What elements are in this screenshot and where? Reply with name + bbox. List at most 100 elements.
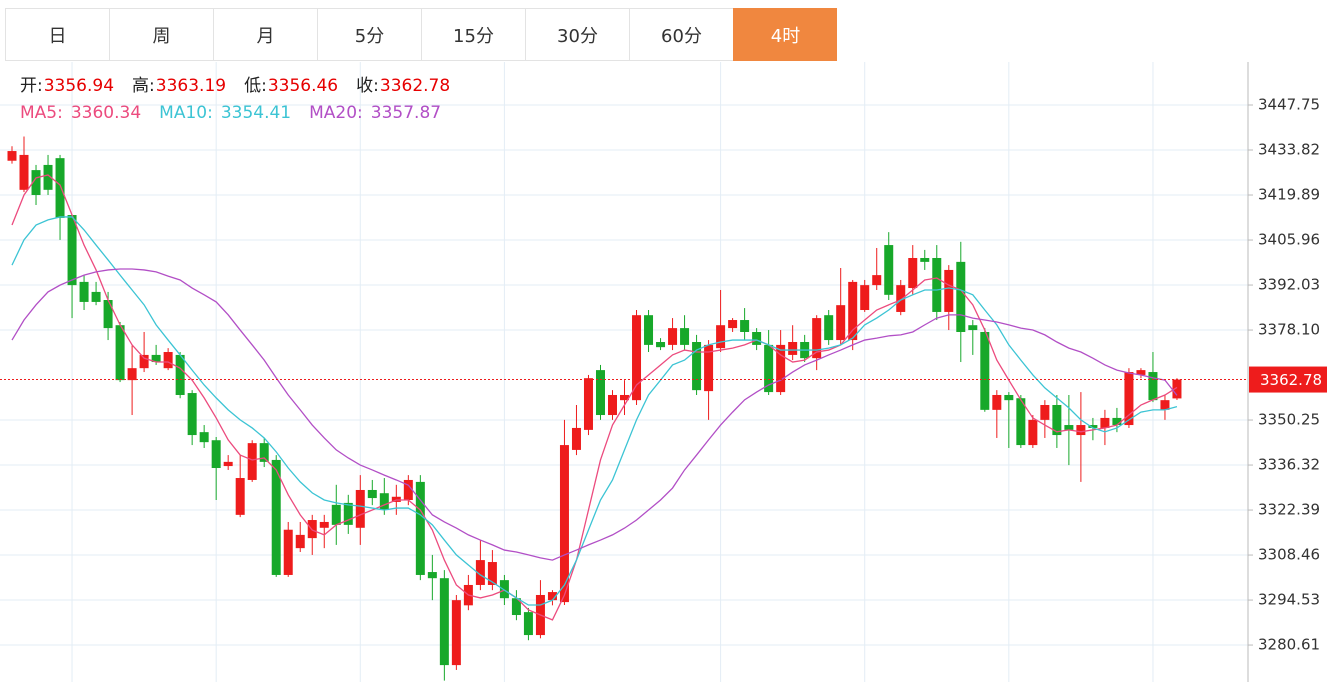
y-tick-label: 3308.46 (1258, 546, 1320, 564)
y-tick-label: 3336.32 (1258, 456, 1320, 474)
candle-body (127, 368, 137, 381)
candle-body (295, 534, 305, 549)
candle-body (896, 285, 906, 312)
candle-body (571, 427, 581, 450)
candle-body (1040, 405, 1050, 420)
candle-body (716, 325, 726, 349)
candle-body (680, 328, 690, 345)
candle-body (163, 352, 173, 369)
candle-body (764, 344, 774, 393)
candle-body (271, 459, 281, 575)
period-tab[interactable]: 30分 (525, 8, 629, 61)
ohlc-label: 低: (244, 76, 267, 96)
period-tab[interactable]: 15分 (421, 8, 525, 61)
candle-body (692, 342, 702, 391)
candle-body (992, 394, 1002, 410)
candle-body (1148, 372, 1158, 401)
period-tab[interactable]: 60分 (629, 8, 733, 61)
candle-body (355, 489, 365, 528)
legend-value: 3354.41 (221, 103, 291, 123)
candle-body (1088, 425, 1098, 428)
candle-body (908, 257, 918, 289)
legend-value: 3360.34 (71, 103, 141, 123)
y-tick-label: 3392.03 (1258, 276, 1320, 294)
ohlc-value: 3363.19 (156, 76, 226, 96)
candle-body (1052, 405, 1062, 436)
period-tab[interactable]: 日 (5, 8, 109, 61)
candle-body (788, 342, 798, 355)
y-tick-label: 3280.61 (1258, 636, 1320, 654)
candle-body (1016, 398, 1026, 446)
y-tick-label: 3322.39 (1258, 501, 1320, 519)
candle-body (187, 393, 197, 436)
period-tab[interactable]: 4时 (733, 8, 837, 61)
candle-body (752, 331, 762, 345)
candle-body (740, 320, 750, 332)
y-tick-label: 3433.82 (1258, 141, 1320, 159)
ohlc-value: 3362.78 (380, 76, 450, 96)
candle-body (968, 325, 978, 331)
ma-line (11, 174, 1178, 621)
period-tab[interactable]: 周 (109, 8, 213, 61)
period-tab[interactable]: 月 (213, 8, 317, 61)
candle-body (620, 394, 630, 401)
candle-body (283, 529, 293, 575)
candle-body (595, 370, 605, 416)
candle-body (812, 318, 822, 359)
y-tick-label: 3378.10 (1258, 321, 1320, 339)
candle-body (704, 344, 714, 392)
candle-body (31, 170, 41, 195)
candle-body (319, 521, 329, 528)
candle-body (55, 158, 65, 218)
candle-body (1004, 394, 1014, 401)
y-tick-label: 3350.25 (1258, 411, 1320, 429)
candle-body (511, 598, 521, 616)
candle-body (499, 580, 509, 599)
legend-value: 3357.87 (371, 103, 441, 123)
candle-body (139, 354, 149, 369)
ma-line (11, 216, 1178, 606)
candle-body (247, 443, 257, 480)
candle-body (415, 481, 425, 575)
y-tick-label: 3294.53 (1258, 591, 1320, 609)
candle-body (211, 440, 221, 469)
period-tab[interactable]: 5分 (317, 8, 421, 61)
candle-body (956, 261, 966, 332)
candle-body (103, 299, 113, 329)
last-price-label: 3362.78 (1260, 371, 1322, 389)
candle-body (199, 432, 209, 443)
plot-background (0, 62, 1327, 682)
candle-body (1076, 425, 1086, 436)
candle-body (632, 315, 642, 401)
candle-body (367, 489, 377, 499)
candle-body (824, 315, 834, 341)
candle-body (223, 461, 233, 467)
candle-body (7, 151, 17, 161)
candle-body (559, 445, 569, 603)
legend-name: MA5: (20, 103, 63, 123)
candle-body (403, 479, 413, 500)
candle-body (1136, 370, 1146, 375)
candle-body (19, 154, 29, 190)
y-tick-label: 3419.89 (1258, 186, 1320, 204)
candle-body (1028, 419, 1038, 446)
candle-body (920, 257, 930, 262)
candle-body (91, 291, 101, 302)
period-tabs: 日周月 5分 15分 30分 60分 4时 (5, 8, 837, 61)
ohlc-label: 高: (132, 76, 155, 96)
candle-body (1100, 417, 1110, 428)
candle-body (668, 328, 678, 345)
candle-body (151, 354, 161, 363)
candle-body (451, 600, 461, 666)
candle-body (547, 592, 557, 601)
candle-body (1064, 425, 1074, 430)
candle-body (980, 331, 990, 410)
candle-body (343, 502, 353, 525)
y-tick-label: 3405.96 (1258, 231, 1320, 249)
candle-body (523, 612, 533, 636)
candle-body (1124, 372, 1134, 426)
candle-body (728, 320, 738, 329)
candle-body (872, 275, 882, 286)
